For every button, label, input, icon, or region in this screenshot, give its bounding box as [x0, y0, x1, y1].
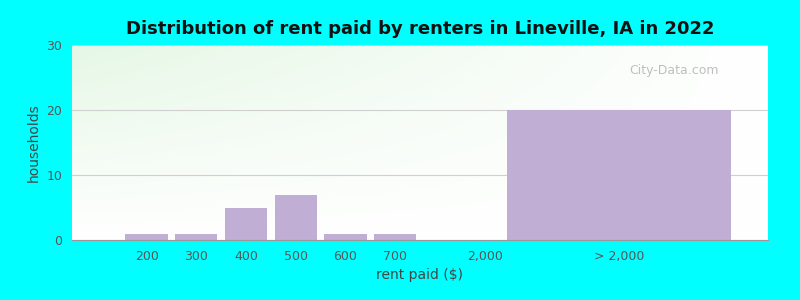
Bar: [374, 233, 416, 240]
Text: City-Data.com: City-Data.com: [629, 64, 718, 77]
Bar: [126, 233, 168, 240]
Bar: [274, 194, 317, 240]
Bar: [507, 110, 730, 240]
Bar: [225, 208, 267, 240]
X-axis label: rent paid ($): rent paid ($): [377, 268, 463, 282]
Y-axis label: households: households: [27, 103, 41, 182]
Bar: [324, 233, 366, 240]
Title: Distribution of rent paid by renters in Lineville, IA in 2022: Distribution of rent paid by renters in …: [126, 20, 714, 38]
Bar: [175, 233, 218, 240]
